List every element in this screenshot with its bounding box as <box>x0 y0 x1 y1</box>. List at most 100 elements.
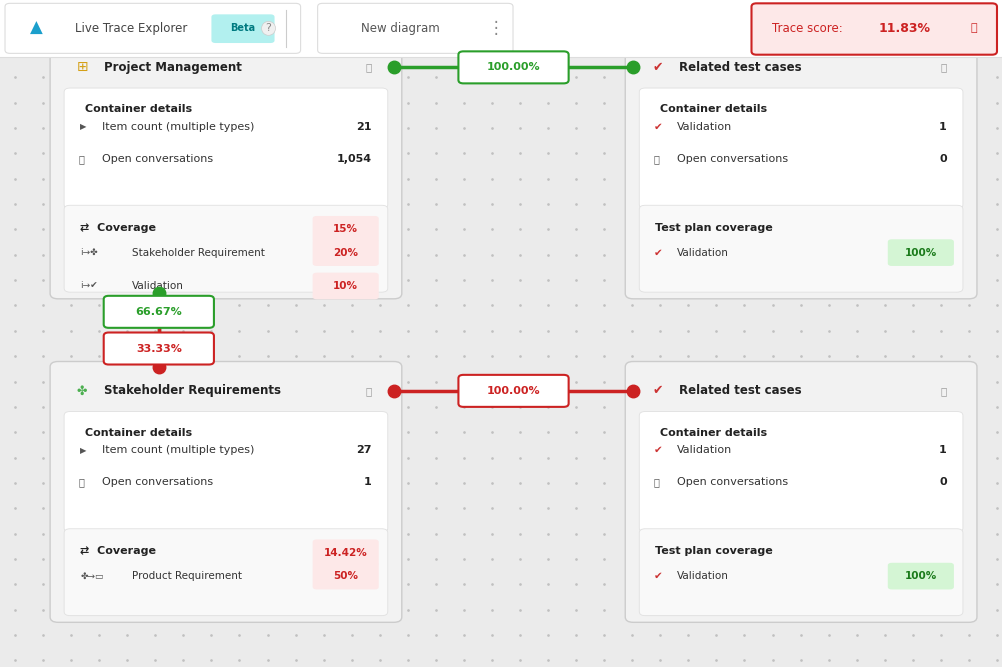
Text: ✔: ✔ <box>653 247 662 257</box>
FancyBboxPatch shape <box>888 563 954 590</box>
Text: ▶: ▶ <box>80 446 86 455</box>
FancyBboxPatch shape <box>313 239 379 266</box>
Text: Open conversations: Open conversations <box>102 478 213 487</box>
Text: 💬: 💬 <box>653 154 659 163</box>
Text: 21: 21 <box>357 122 372 131</box>
Text: ✔: ✔ <box>653 446 662 455</box>
Text: 15%: 15% <box>334 224 358 234</box>
Text: Validation: Validation <box>677 446 732 455</box>
Text: ▲: ▲ <box>30 19 43 37</box>
FancyBboxPatch shape <box>0 0 1002 57</box>
Text: 100.00%: 100.00% <box>487 63 540 72</box>
Text: ✔: ✔ <box>653 571 662 581</box>
FancyBboxPatch shape <box>318 3 513 53</box>
Text: Item count (multiple types): Item count (multiple types) <box>102 122 255 131</box>
Text: 1: 1 <box>364 478 372 487</box>
FancyBboxPatch shape <box>50 38 402 299</box>
Text: 20%: 20% <box>334 247 358 257</box>
Text: 33.33%: 33.33% <box>136 344 181 354</box>
FancyBboxPatch shape <box>313 216 379 243</box>
Text: ⇄  Coverage: ⇄ Coverage <box>80 223 156 233</box>
Text: 100%: 100% <box>905 247 937 257</box>
Text: Open conversations: Open conversations <box>677 478 789 487</box>
Text: ⊞: ⊞ <box>76 61 88 74</box>
Text: ✔: ✔ <box>653 122 662 131</box>
Text: 1: 1 <box>939 122 947 131</box>
FancyBboxPatch shape <box>5 3 301 53</box>
FancyBboxPatch shape <box>103 333 213 364</box>
FancyBboxPatch shape <box>103 296 213 328</box>
Text: Stakeholder Requirement: Stakeholder Requirement <box>132 247 266 257</box>
Text: ⧉: ⧉ <box>941 63 947 72</box>
Text: Container details: Container details <box>660 428 768 438</box>
FancyBboxPatch shape <box>211 15 275 43</box>
FancyBboxPatch shape <box>70 50 382 85</box>
Text: Stakeholder Requirements: Stakeholder Requirements <box>104 384 282 398</box>
Text: ⋮: ⋮ <box>488 19 504 37</box>
Text: 💬: 💬 <box>653 478 659 487</box>
Text: i→✤: i→✤ <box>80 248 98 257</box>
Text: Trace score:: Trace score: <box>772 22 843 35</box>
Text: 0: 0 <box>939 154 947 163</box>
Text: Related test cases: Related test cases <box>679 61 802 74</box>
Text: Container details: Container details <box>660 104 768 114</box>
Text: Validation: Validation <box>677 571 729 581</box>
Text: Container details: Container details <box>85 428 192 438</box>
Text: ✔: ✔ <box>652 384 662 398</box>
Text: ▶: ▶ <box>80 122 86 131</box>
Text: 1: 1 <box>939 446 947 455</box>
Text: 11.83%: 11.83% <box>879 22 931 35</box>
FancyBboxPatch shape <box>70 374 382 408</box>
FancyBboxPatch shape <box>64 412 388 532</box>
Text: 10%: 10% <box>334 281 358 291</box>
FancyBboxPatch shape <box>64 88 388 209</box>
FancyBboxPatch shape <box>639 205 963 292</box>
Text: Test plan coverage: Test plan coverage <box>655 223 774 233</box>
FancyBboxPatch shape <box>64 529 388 616</box>
Text: ⧉: ⧉ <box>941 386 947 396</box>
Text: Project Management: Project Management <box>104 61 242 74</box>
Text: ✤: ✤ <box>77 384 87 398</box>
Text: 27: 27 <box>357 446 372 455</box>
Text: ?: ? <box>266 23 272 33</box>
Text: Container details: Container details <box>85 104 192 114</box>
Text: Open conversations: Open conversations <box>677 154 789 163</box>
Text: Test plan coverage: Test plan coverage <box>655 546 774 556</box>
Text: 14.42%: 14.42% <box>324 548 368 558</box>
Text: 1,054: 1,054 <box>337 154 372 163</box>
FancyBboxPatch shape <box>458 51 568 83</box>
FancyBboxPatch shape <box>625 38 977 299</box>
FancyBboxPatch shape <box>888 239 954 266</box>
Text: 0: 0 <box>939 478 947 487</box>
Text: Related test cases: Related test cases <box>679 384 802 398</box>
Text: 100.00%: 100.00% <box>487 386 540 396</box>
FancyBboxPatch shape <box>50 362 402 622</box>
Text: 🗑: 🗑 <box>971 23 977 33</box>
FancyBboxPatch shape <box>645 374 957 408</box>
FancyBboxPatch shape <box>64 205 388 292</box>
Text: ✤→▭: ✤→▭ <box>80 572 103 580</box>
Text: i→✔: i→✔ <box>80 281 98 290</box>
FancyBboxPatch shape <box>313 563 379 590</box>
Text: 💬: 💬 <box>78 478 84 487</box>
FancyBboxPatch shape <box>639 412 963 532</box>
FancyBboxPatch shape <box>458 375 568 407</box>
Text: Validation: Validation <box>132 281 184 291</box>
Text: ⇄  Coverage: ⇄ Coverage <box>80 546 156 556</box>
Text: ⧉: ⧉ <box>366 63 372 72</box>
Text: Item count (multiple types): Item count (multiple types) <box>102 446 255 455</box>
Text: 💬: 💬 <box>78 154 84 163</box>
FancyBboxPatch shape <box>639 88 963 209</box>
FancyBboxPatch shape <box>645 50 957 85</box>
FancyBboxPatch shape <box>639 529 963 616</box>
Text: 66.67%: 66.67% <box>135 307 182 317</box>
Text: ⧉: ⧉ <box>366 386 372 396</box>
Text: 100%: 100% <box>905 571 937 581</box>
FancyBboxPatch shape <box>752 3 997 55</box>
Text: New diagram: New diagram <box>361 22 440 35</box>
FancyBboxPatch shape <box>313 273 379 299</box>
FancyBboxPatch shape <box>625 362 977 622</box>
Text: 50%: 50% <box>334 571 358 581</box>
Text: Open conversations: Open conversations <box>102 154 213 163</box>
FancyBboxPatch shape <box>313 540 379 566</box>
